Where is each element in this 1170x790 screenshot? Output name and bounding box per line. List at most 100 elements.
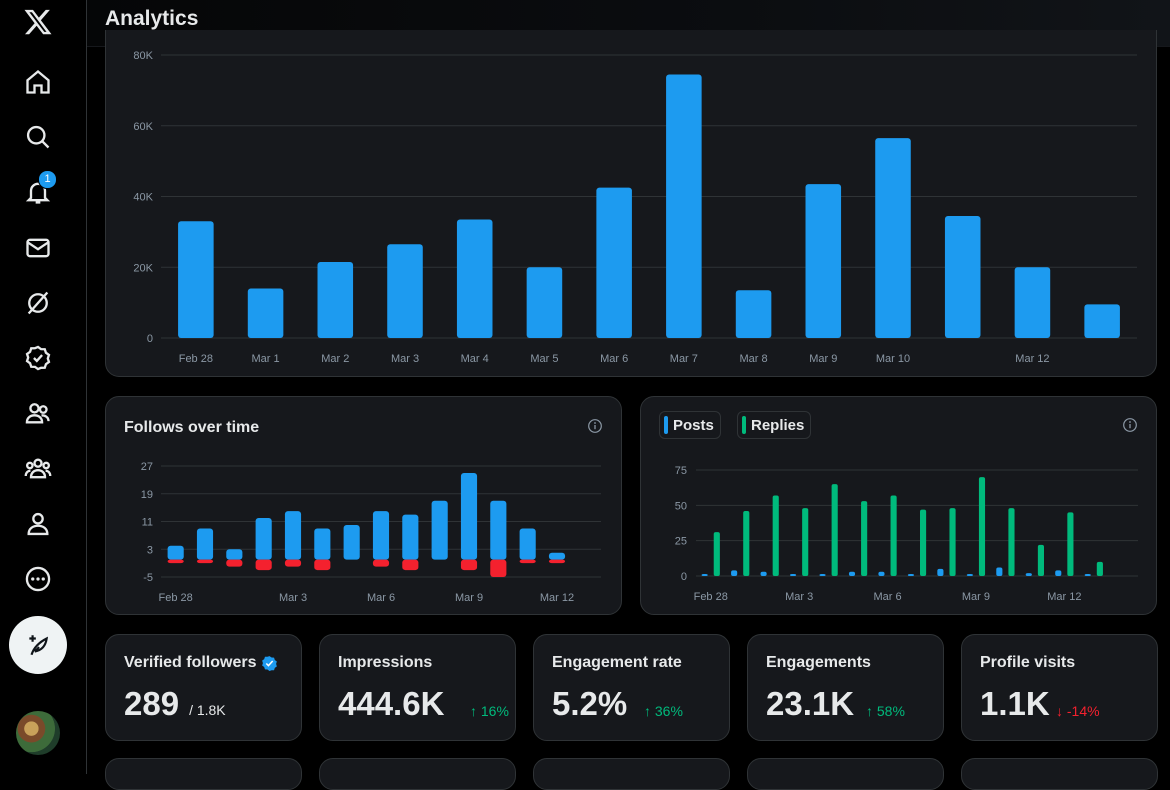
y-tick-label: 19 — [141, 489, 153, 501]
compose-post-button[interactable] — [9, 616, 67, 674]
y-tick-label: 75 — [675, 465, 687, 477]
bar-value — [196, 528, 214, 560]
bar-value — [805, 184, 842, 338]
bar-replies — [802, 508, 809, 576]
stat-value: 289 — [124, 685, 180, 722]
stat-value: 444.6K — [338, 685, 445, 722]
bar-posts — [760, 571, 767, 576]
bar-negative — [314, 559, 331, 571]
x-tick-label: Mar 10 — [876, 353, 910, 365]
bar-value — [1014, 267, 1051, 338]
stat-card-engagements[interactable]: Engagements 23.1K ↑ 58% — [747, 634, 944, 741]
stat-card-partial[interactable] — [961, 758, 1158, 790]
bar-replies — [978, 477, 986, 576]
x-tick-label: Mar 9 — [962, 591, 990, 603]
y-tick-label: 0 — [147, 333, 153, 345]
stat-card-profile-visits[interactable]: Profile visits 1.1K ↓ -14% — [961, 634, 1158, 741]
bar-negative — [372, 559, 390, 567]
stat-label: Profile visits — [980, 654, 1076, 671]
stat-value: 1.1K — [980, 685, 1050, 722]
bar-value — [431, 500, 448, 560]
bar-negative — [402, 559, 419, 571]
search-icon[interactable] — [22, 121, 54, 153]
bar-replies — [1067, 512, 1074, 576]
bar-posts — [996, 567, 1003, 576]
y-tick-label: 25 — [675, 536, 687, 548]
bar-replies — [743, 510, 750, 576]
x-tick-label: Mar 2 — [321, 353, 349, 365]
stat-value: 23.1K — [766, 685, 855, 722]
bar-posts — [731, 570, 738, 576]
stat-delta: ↓ -14% — [1056, 703, 1100, 719]
legend-replies-label: Replies — [751, 416, 805, 434]
bar-value — [402, 514, 419, 560]
x-tick-label: Mar 9 — [455, 592, 483, 604]
x-tick-label: Mar 3 — [279, 592, 307, 604]
bar-posts — [848, 571, 856, 576]
x-tick-label: Mar 6 — [367, 592, 395, 604]
stat-value-wrap: 289 / 1.8K — [124, 685, 226, 723]
legend-replies-toggle[interactable]: Replies — [737, 411, 812, 439]
stat-delta: ↑ 58% — [866, 703, 905, 719]
bar-value — [490, 500, 507, 560]
follows-chart-title: Follows over time — [124, 419, 260, 436]
home-icon[interactable] — [22, 66, 54, 98]
stat-card-impressions[interactable]: Impressions 444.6K ↑ 16% — [319, 634, 516, 741]
info-icon[interactable] — [587, 418, 603, 434]
bar-value — [596, 187, 632, 338]
stat-label: Verified followers — [124, 654, 257, 671]
bar-posts — [1055, 570, 1062, 576]
profile-icon[interactable] — [22, 508, 54, 540]
bar-negative — [196, 559, 214, 564]
legend-posts-toggle[interactable]: Posts — [659, 411, 721, 439]
bar-replies — [772, 495, 779, 576]
bar-negative — [519, 559, 536, 564]
feather-plus-icon — [29, 635, 49, 656]
x-tick-label: Feb 28 — [159, 592, 193, 604]
posts-replies-bar-chart: 0 25 50 75 Feb 28 Mar 3 Mar 6 Mar 9 Mar 12 — [675, 465, 1138, 603]
page-title: Analytics — [105, 7, 199, 30]
impressions-chart-card: 0 20K 40K 60K 80K Feb 28 Mar 1 Mar 2 Mar 3 Mar 4 M… — [105, 30, 1157, 377]
x-tick-label: Mar 3 — [391, 353, 419, 365]
notification-count-badge: 1 — [38, 170, 57, 189]
bar-negative — [255, 559, 272, 571]
stat-card-partial[interactable] — [747, 758, 944, 790]
x-tick-label: Feb 28 — [694, 591, 728, 603]
stat-card-verified-followers[interactable]: Verified followers 289 / 1.8K — [105, 634, 302, 741]
verified-orgs-icon[interactable] — [22, 342, 54, 374]
messages-icon[interactable] — [22, 232, 54, 264]
communities-icon[interactable] — [22, 397, 54, 429]
stat-card-partial[interactable] — [105, 758, 302, 790]
follows-bar-chart: -5 3 11 19 27 Feb 28 Mar 3 Mar 6 Mar 9 Mar 12 — [141, 461, 601, 604]
stat-label: Engagement rate — [552, 654, 682, 671]
bar-replies — [1037, 544, 1045, 576]
follows-chart-card: Follows over time -5 3 11 19 27 Feb 28 Mar 3 Ma… — [105, 396, 622, 615]
bar-value — [255, 518, 272, 560]
x-tick-label: Mar 4 — [461, 353, 489, 365]
sidebar-nav: 1 — [0, 0, 87, 774]
premium-communities-icon[interactable] — [22, 453, 54, 485]
y-tick-label: 50 — [675, 500, 687, 512]
y-tick-label: 40K — [133, 192, 153, 204]
grok-icon[interactable] — [22, 287, 54, 319]
bar-posts — [819, 574, 826, 576]
bar-value — [460, 472, 478, 560]
stat-card-partial[interactable] — [319, 758, 516, 790]
bar-replies — [861, 501, 868, 576]
more-options-icon[interactable] — [22, 563, 54, 595]
posts-replies-chart-card: Posts Replies 0 25 50 75 Feb 28 Mar 3 Mar 6 Mar… — [640, 396, 1157, 615]
x-tick-label: Mar 12 — [540, 592, 574, 604]
bar-replies — [1008, 508, 1015, 576]
bar-value — [519, 528, 536, 560]
stat-card-partial[interactable] — [533, 758, 730, 790]
account-avatar[interactable] — [16, 711, 60, 755]
info-icon[interactable] — [1122, 417, 1138, 433]
stat-card-engagement-rate[interactable]: Engagement rate 5.2% ↑ 36% — [533, 634, 730, 741]
bar-value — [178, 221, 214, 338]
notifications-icon[interactable]: 1 — [22, 170, 57, 208]
x-logo-icon[interactable] — [22, 6, 54, 38]
bar-value — [456, 219, 493, 338]
bar-negative — [226, 559, 243, 567]
bar-replies — [1096, 561, 1103, 576]
bar-posts — [789, 574, 797, 576]
